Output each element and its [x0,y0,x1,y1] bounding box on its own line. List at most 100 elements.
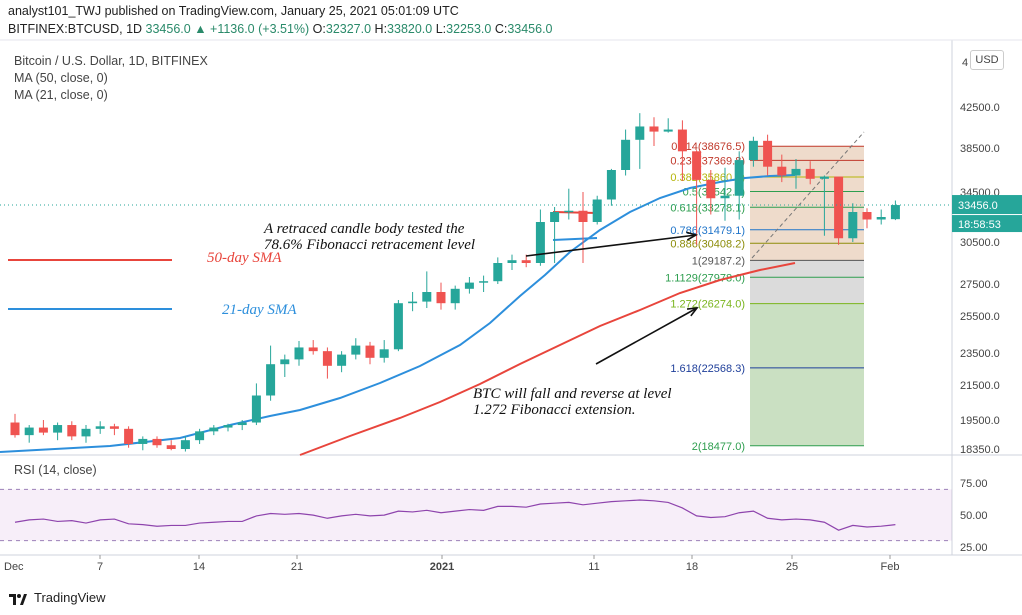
currency-button[interactable]: USD [970,50,1004,70]
candle-body [734,160,744,196]
candle-body [280,359,290,365]
ohlc-low-label: L: [435,22,447,36]
candle-body [53,425,63,433]
candle-body [24,427,34,436]
timer-tag: 18:58:53 [958,219,1001,231]
candle-body [464,282,474,289]
candle-body [152,438,162,446]
fib-trend-line [751,131,865,259]
annotation-fall-line1: BTC will fall and reverse at level [473,386,672,402]
rsi-line [14,499,896,531]
candle-body [237,422,247,426]
legend-ma50[interactable]: MA (50, close, 0) [14,71,108,85]
fib-level-label: 0.886(30408.2) [670,238,745,250]
sma21-line [0,174,796,453]
resistance-segment [552,211,598,214]
candle-body [195,431,205,441]
symbol-line: BITFINEX:BTCUSD, 1D 33456.0 ▲ +1136.0 (+… [8,22,553,36]
fib-level-label: 0.114(38676.5) [671,141,745,153]
candle-body [81,428,91,437]
ohlc-close-label: C: [494,22,508,36]
price-tag: 33456.0 [958,200,998,212]
candle-body [592,199,602,222]
time-tick-label: 2021 [430,561,454,573]
price-tick-label: 19500.0 [960,415,1000,427]
price-tick-label: 4 [962,57,968,69]
arrow-retrace [525,234,697,257]
ohlc-close: 33456.0 [507,22,553,36]
candle-body [308,347,318,352]
tradingview-logo[interactable]: TradingView [8,590,106,606]
legend-title[interactable]: Bitcoin / U.S. Dollar, 1D, BITFINEX [14,54,208,68]
candle-body [294,347,304,360]
candle-body [848,212,858,239]
arrow-retrace-head [686,231,699,241]
timer-tag-bg [952,215,1022,233]
symbol: BITFINEX:BTCUSD, 1D [8,22,143,36]
support-segment [552,237,598,241]
candle-body [805,168,815,179]
candle-body [862,212,872,220]
price-tick-label: 21500.0 [960,380,1000,392]
candle-body [124,428,134,444]
rsi-tick-label: 75.00 [960,478,988,490]
candle-body [777,166,787,176]
legend-ma21[interactable]: MA (21, close, 0) [14,88,108,102]
candle-body [180,440,190,449]
fib-lower-zone [750,303,864,446]
candle-body [450,288,460,304]
candle-body [67,425,77,437]
candle-body [890,205,900,220]
candle-body [223,425,233,428]
chart-legend: Bitcoin / U.S. Dollar, 1D, BITFINEX MA (… [14,53,208,104]
candle-body [635,126,645,140]
tradingview-logo-text: TradingView [34,590,106,605]
price-tag-bg [952,195,1022,215]
ohlc-open: 32327.0 [325,22,372,36]
candle-body [209,427,219,432]
fib-level-label: 0.786(31479.1) [670,225,745,237]
time-tick-label: 21 [291,561,303,573]
candle-body [507,260,517,263]
time-tick-label: Dec [4,561,24,573]
price-tick-label: 38500.0 [960,143,1000,155]
arrow-extension [595,307,698,365]
candle-body [138,438,148,444]
candle-body [251,395,261,423]
candle-body [109,426,119,429]
time-tick-label: 7 [97,561,103,573]
fib-level-label: 1.618(22568.3) [670,363,745,375]
fib-level-label: 2(18477.0) [692,441,745,453]
arrow-extension-head [686,307,699,317]
fib-level-label: 1.1129(27978.0) [665,272,745,284]
candle-body [578,210,588,222]
candle-body [10,422,20,436]
candle-body [834,176,844,239]
candle-body [748,140,758,161]
candle-body [166,445,176,449]
candle-body [706,179,716,199]
fib-level-label: 1.272(26274.0) [670,299,745,311]
candle-body [266,364,276,396]
price-tick-label: 27500.0 [960,279,1000,291]
rsi-tick-label: 25.00 [960,542,988,554]
candle-body [550,212,560,222]
candle-body [365,345,375,358]
fib-level-label: 0.236(37369.8) [670,155,745,167]
price-tick-label: 18350.0 [960,444,1000,456]
ohlc-low: 32253.0 [446,22,492,36]
price-tick-label: 42500.0 [960,102,1000,114]
candle-body [351,345,361,355]
candle-body [337,354,347,366]
price-tick-label: 30500.0 [960,237,1000,249]
time-tick-label: 11 [588,561,599,573]
time-tick-label: 14 [193,561,205,573]
rsi-band [0,489,952,541]
candle-body [564,210,574,213]
sma21-label: 21-day SMA [222,302,297,318]
candle-body [649,126,659,132]
sma50-line [299,262,796,456]
candle-body [38,427,48,433]
candle-body [436,292,446,304]
